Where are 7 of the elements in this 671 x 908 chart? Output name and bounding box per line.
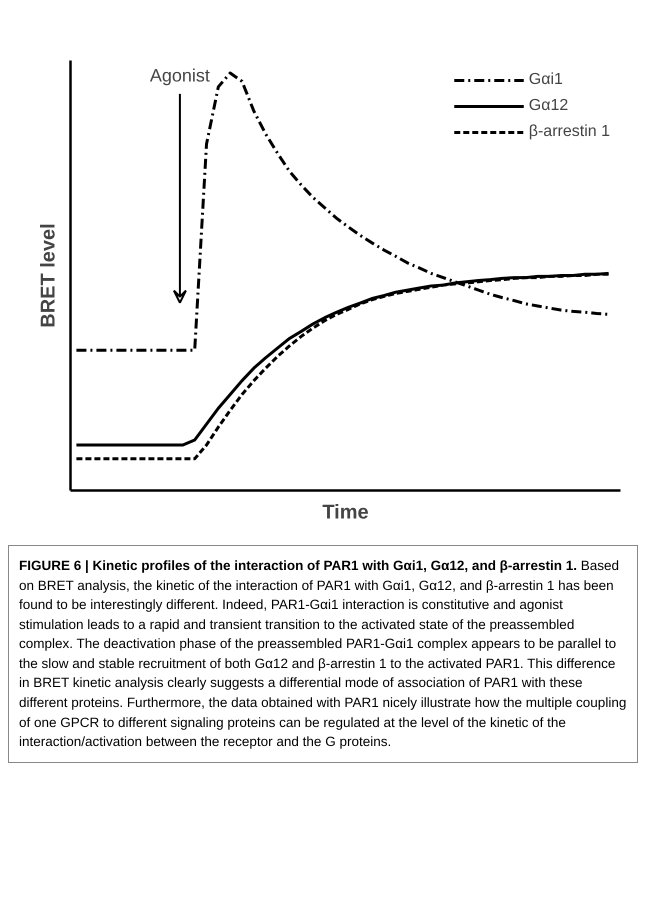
legend-label: Gα12	[528, 97, 568, 115]
y-axis-title: BRET level	[38, 223, 60, 328]
legend-label: Gαi1	[528, 71, 563, 89]
annotation: Agonist	[150, 66, 210, 86]
caption: FIGURE 6 | Kinetic profiles of the interaction of PAR1 with Gαi1, Gα12, and β-arrestin 1.	[19, 558, 577, 573]
x-axis-title: Time	[322, 502, 369, 524]
legend-label: β-arrestin 1	[528, 123, 610, 141]
